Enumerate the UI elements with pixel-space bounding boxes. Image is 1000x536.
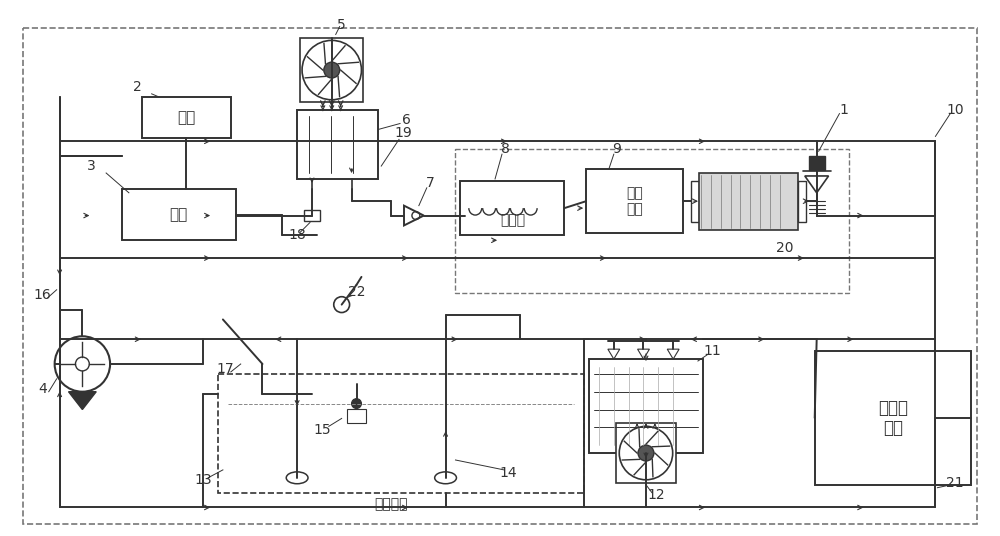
- Text: 17: 17: [216, 362, 234, 376]
- Bar: [815, 351, 971, 485]
- Bar: [589, 359, 703, 453]
- Text: 20: 20: [776, 241, 794, 255]
- Text: 去离
子器: 去离 子器: [626, 186, 643, 217]
- Text: 18: 18: [288, 228, 306, 242]
- Text: 冷却水箱: 冷却水箱: [374, 497, 408, 511]
- Bar: [798, 181, 806, 222]
- Text: 15: 15: [313, 423, 331, 437]
- Bar: [699, 173, 798, 230]
- Text: 电机: 电机: [170, 207, 188, 222]
- Bar: [455, 149, 849, 293]
- Bar: [347, 408, 366, 423]
- Text: 5: 5: [337, 18, 346, 32]
- Text: 3: 3: [87, 159, 96, 173]
- Bar: [586, 169, 683, 233]
- Text: 22: 22: [348, 285, 365, 299]
- Polygon shape: [667, 349, 679, 359]
- Text: 电池: 电池: [177, 110, 195, 125]
- Text: 14: 14: [499, 466, 517, 480]
- Bar: [809, 156, 825, 170]
- Text: 16: 16: [34, 288, 52, 302]
- Text: 9: 9: [612, 142, 621, 156]
- Text: 8: 8: [501, 142, 509, 156]
- Polygon shape: [638, 349, 649, 359]
- Text: 2: 2: [133, 80, 142, 94]
- Bar: [460, 181, 564, 235]
- Bar: [616, 423, 676, 483]
- Text: 水热控
制器: 水热控 制器: [878, 399, 908, 437]
- Text: 1: 1: [839, 103, 848, 117]
- Circle shape: [324, 62, 340, 78]
- Polygon shape: [608, 349, 620, 359]
- Text: 11: 11: [704, 344, 722, 358]
- Bar: [122, 189, 236, 240]
- Polygon shape: [805, 176, 829, 193]
- Bar: [218, 374, 584, 493]
- Text: 10: 10: [946, 103, 964, 117]
- Text: 加热器: 加热器: [500, 213, 525, 227]
- Bar: [300, 39, 363, 102]
- Bar: [304, 210, 320, 221]
- Text: 12: 12: [647, 488, 665, 502]
- Text: 21: 21: [946, 476, 964, 490]
- Circle shape: [638, 445, 654, 461]
- Text: 6: 6: [402, 113, 410, 126]
- Text: 13: 13: [194, 473, 212, 487]
- Text: 4: 4: [38, 382, 47, 396]
- Polygon shape: [69, 392, 96, 410]
- Text: 19: 19: [394, 126, 412, 140]
- Text: 7: 7: [426, 176, 435, 190]
- Bar: [297, 110, 378, 179]
- Bar: [691, 181, 699, 222]
- Bar: [142, 97, 231, 138]
- Circle shape: [352, 399, 361, 408]
